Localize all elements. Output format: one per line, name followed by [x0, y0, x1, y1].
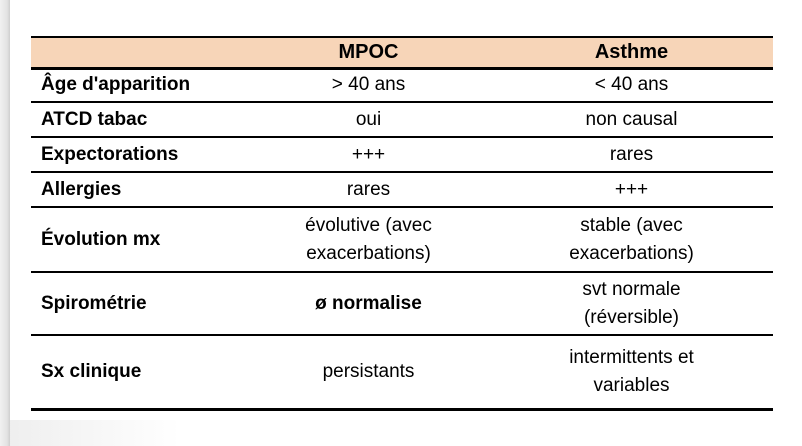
- asthme-value: svt normale (réversible): [490, 272, 773, 336]
- asthme-value: +++: [490, 172, 773, 208]
- table-row: ATCD tabac oui non causal: [31, 102, 773, 138]
- row-label: Spirométrie: [31, 272, 247, 336]
- slide-left-edge: [0, 0, 10, 446]
- asthme-value: stable (avec exacerbations): [490, 207, 773, 273]
- asthme-value: < 40 ans: [490, 68, 773, 103]
- asthme-value: non causal: [490, 102, 773, 138]
- row-label: ATCD tabac: [31, 102, 247, 138]
- mpoc-value: +++: [247, 137, 490, 173]
- table-row: Sx clinique persistants intermittents et…: [31, 335, 773, 411]
- mpoc-value: rares: [247, 172, 490, 208]
- header-mpoc: MPOC: [247, 36, 490, 70]
- header-empty-cell: [31, 36, 247, 70]
- row-label: Allergies: [31, 172, 247, 208]
- table-row: Allergies rares +++: [31, 172, 773, 208]
- mpoc-value: évolutive (avec exacerbations): [247, 207, 490, 273]
- row-label: Âge d'apparition: [31, 68, 247, 103]
- row-label: Évolution mx: [31, 207, 247, 273]
- asthme-value: intermittents et variables: [490, 335, 773, 411]
- mpoc-value: persistants: [247, 335, 490, 411]
- mpoc-value: > 40 ans: [247, 68, 490, 103]
- table-row: Spirométrie ø normalise svt normale (rév…: [31, 272, 773, 336]
- row-label: Sx clinique: [31, 335, 247, 411]
- asthme-value: rares: [490, 137, 773, 173]
- header-asthme: Asthme: [490, 36, 773, 70]
- table-header-row: MPOC Asthme: [31, 36, 773, 70]
- slide-bottom-left-shade: [10, 420, 180, 446]
- mpoc-value: oui: [247, 102, 490, 138]
- mpoc-value: ø normalise: [247, 272, 490, 336]
- table-row: Expectorations +++ rares: [31, 137, 773, 173]
- comparison-table: MPOC Asthme Âge d'apparition > 40 ans < …: [31, 36, 773, 411]
- table-row: Évolution mx évolutive (avec exacerbatio…: [31, 207, 773, 273]
- table-row: Âge d'apparition > 40 ans < 40 ans: [31, 68, 773, 103]
- row-label: Expectorations: [31, 137, 247, 173]
